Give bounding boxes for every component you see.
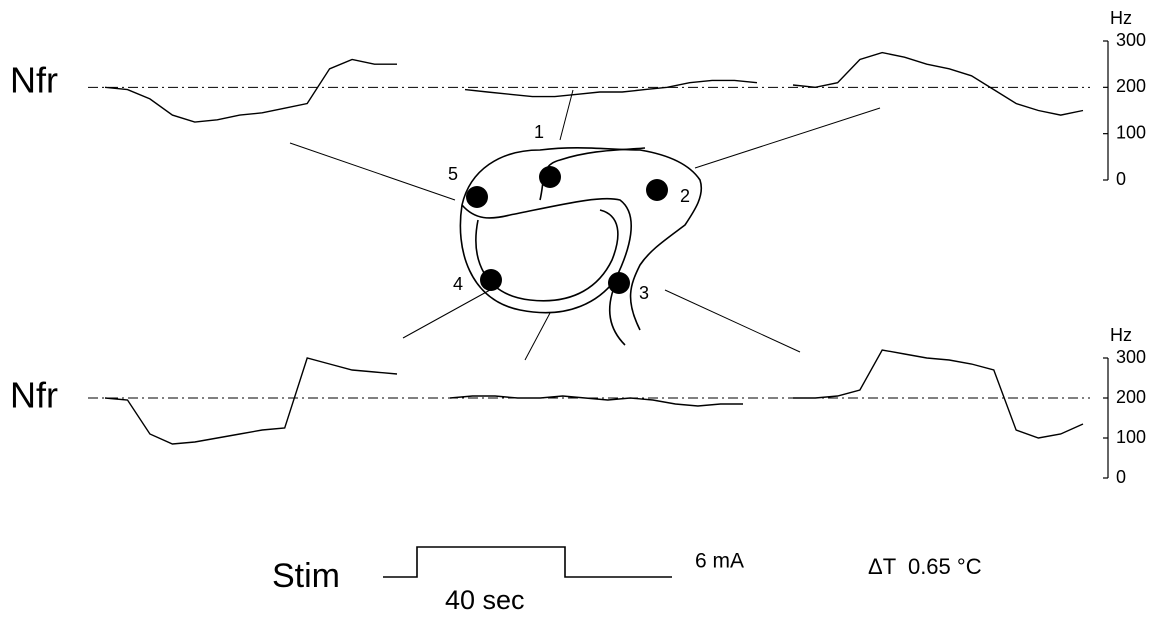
y-tick-label: 100 [1116,427,1146,447]
stim-amplitude: 6 mA [695,550,744,573]
site-label: 5 [448,164,458,184]
stim-duration: 40 sec [445,585,525,615]
outline [459,146,703,331]
trace [104,357,398,445]
connectors [289,89,881,361]
delta-t: ΔT 0.65 °C [868,554,982,579]
trace [464,79,758,98]
y-tick-label: 200 [1116,76,1146,96]
site-label: 1 [534,122,544,142]
y-tick-label: 0 [1116,467,1126,487]
axis-label: Hz [1110,8,1132,28]
site-diagram: 1 2 3 4 5 [289,89,881,361]
trace [104,58,397,123]
trace [449,395,743,407]
trace [792,51,1084,116]
inner [475,209,619,302]
site-label: 4 [453,274,463,294]
sites [466,166,668,294]
outline [609,284,626,346]
stim-trace [383,546,672,578]
y-tick-label: 100 [1116,122,1146,142]
y-tick-label: 200 [1116,387,1146,407]
site-labels: 1 2 3 4 5 [448,122,690,303]
site-label: 2 [680,186,690,206]
axis-label: Hz [1110,325,1132,345]
panel-label: Nfr [10,375,58,416]
y-tick-label: 300 [1116,347,1146,367]
site-label: 3 [639,283,649,303]
stimulus: Stim 40 sec 6 mA ΔT 0.65 °C [272,546,982,615]
panel-label: Nfr [10,60,58,101]
stim-label: Stim [272,557,340,595]
y-tick-label: 300 [1116,30,1146,50]
y-tick-label: 0 [1116,169,1126,189]
trace [793,349,1084,439]
